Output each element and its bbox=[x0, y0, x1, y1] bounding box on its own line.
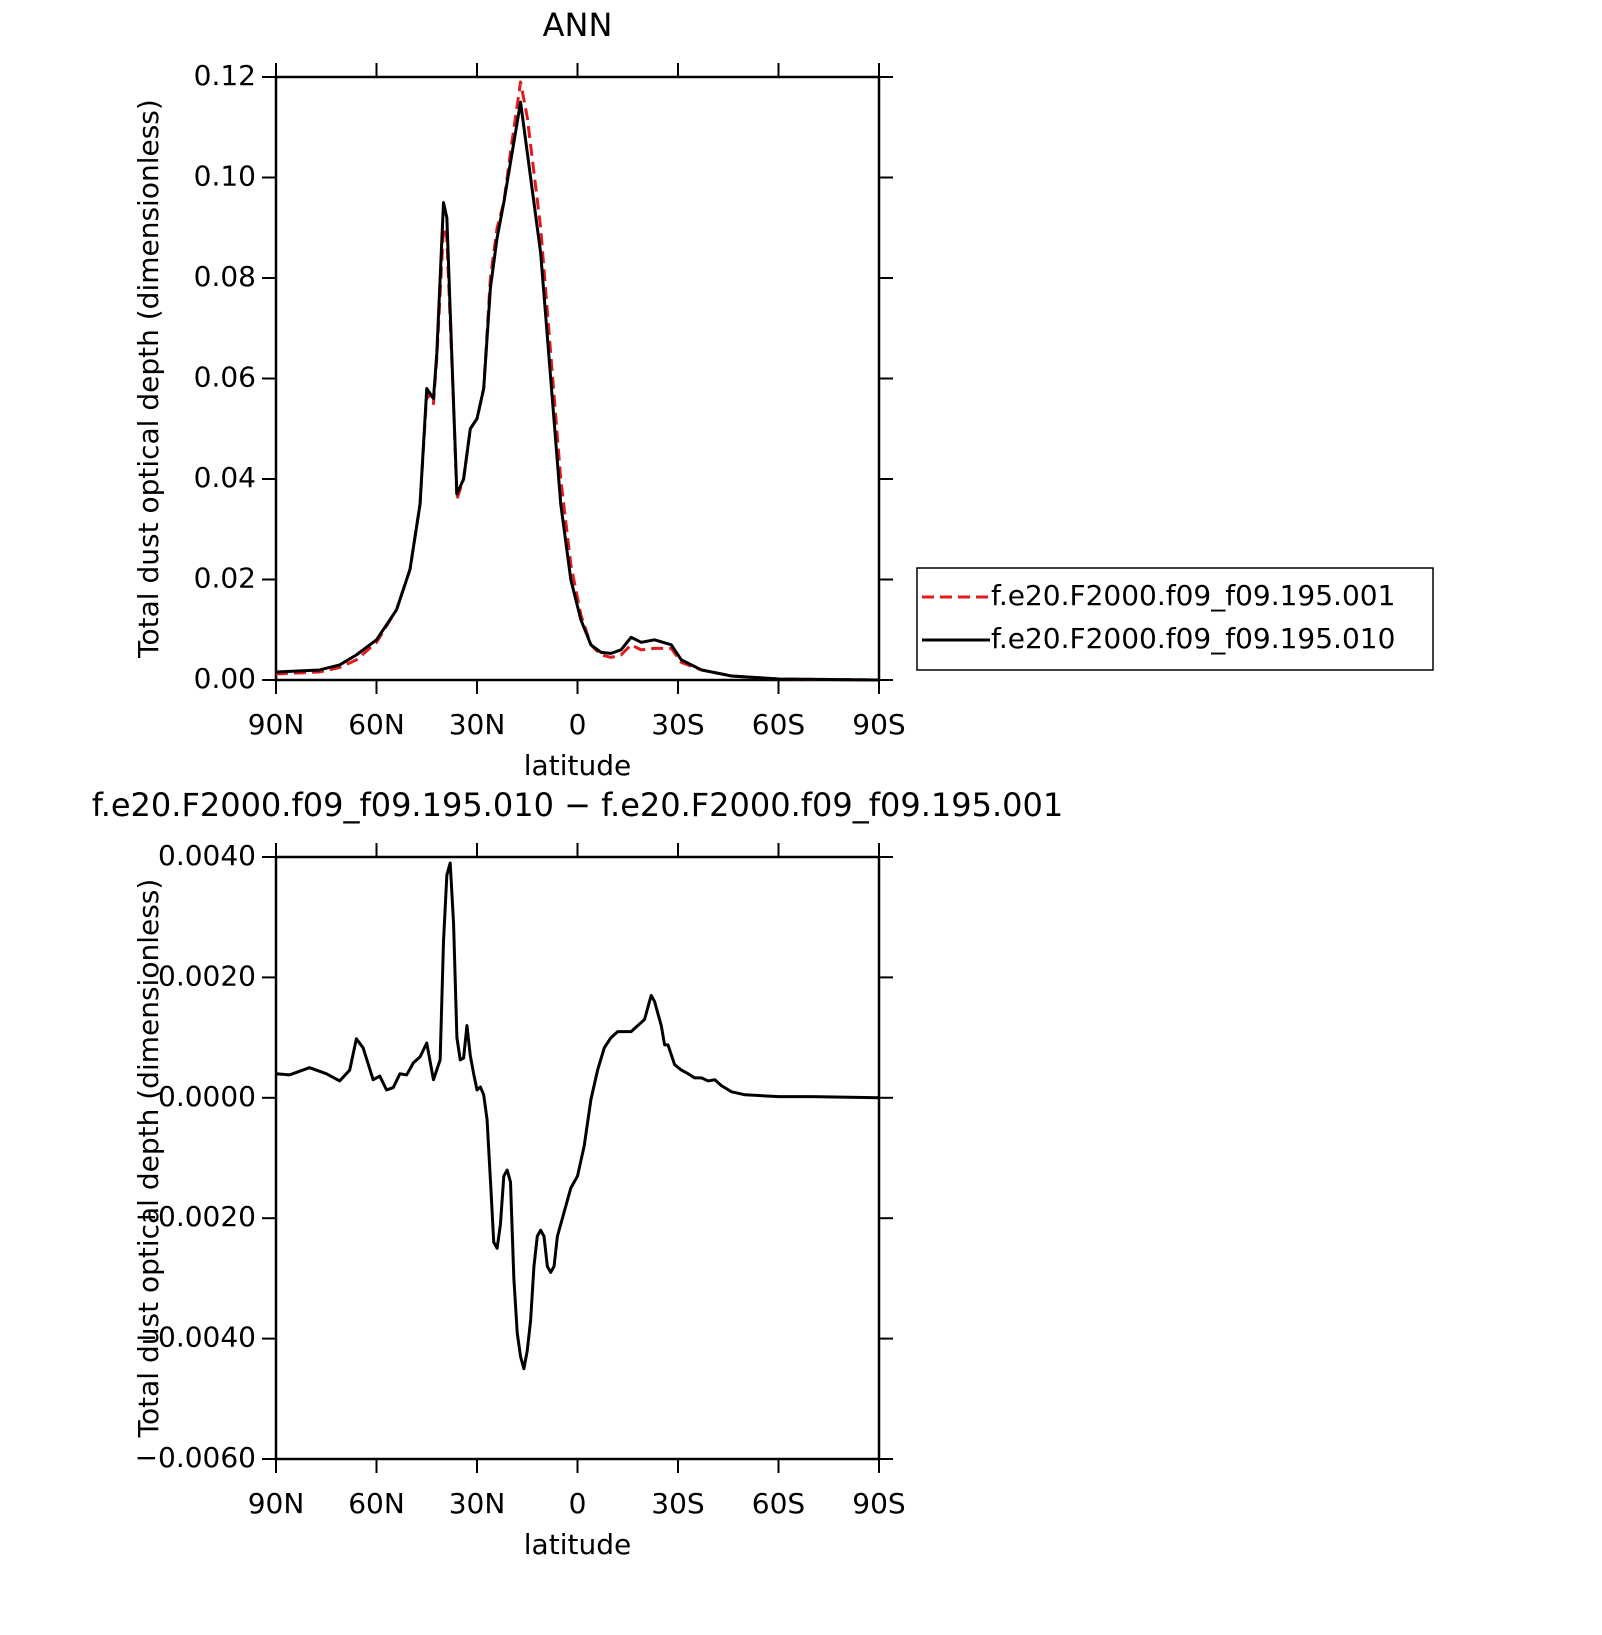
y-tick-label: 0.0020 bbox=[158, 959, 256, 992]
data-line bbox=[275, 861, 880, 1371]
x-axis-label: latitude bbox=[524, 1528, 631, 1561]
chart-title: f.e20.F2000.f09_f09.195.010 − f.e20.F200… bbox=[92, 786, 1064, 824]
data-line bbox=[275, 100, 880, 682]
y-tick-label: −0.0040 bbox=[135, 1321, 256, 1354]
y-tick-label: 0.06 bbox=[194, 361, 256, 394]
y-tick-label: 0.0040 bbox=[158, 839, 256, 872]
x-tick-label: 0 bbox=[569, 1487, 587, 1520]
x-tick-label: 30S bbox=[651, 708, 704, 741]
x-axis-label: latitude bbox=[524, 749, 631, 782]
x-tick-label: 30N bbox=[449, 1487, 506, 1520]
plot-frame bbox=[274, 75, 881, 682]
legend-box bbox=[916, 567, 1434, 671]
x-tick-label: 90S bbox=[852, 708, 905, 741]
x-tick-label: 0 bbox=[569, 708, 587, 741]
x-tick-label: 60N bbox=[348, 708, 405, 741]
x-tick-label: 90S bbox=[852, 1487, 905, 1520]
x-tick-label: 30S bbox=[651, 1487, 704, 1520]
y-tick-label: 0.04 bbox=[194, 461, 256, 494]
y-tick-label: −0.0060 bbox=[135, 1441, 256, 1474]
x-tick-label: 60S bbox=[752, 1487, 805, 1520]
x-tick-label: 90N bbox=[248, 1487, 305, 1520]
x-tick-label: 90N bbox=[248, 708, 305, 741]
legend-label: f.e20.F2000.f09_f09.195.010 bbox=[991, 622, 1395, 655]
x-tick-label: 30N bbox=[449, 708, 506, 741]
y-tick-label: −0.0020 bbox=[135, 1200, 256, 1233]
x-tick-label: 60N bbox=[348, 1487, 405, 1520]
y-tick-label: 0.02 bbox=[194, 562, 256, 595]
data-line bbox=[275, 80, 880, 682]
y-tick-label: 0.0000 bbox=[158, 1080, 256, 1113]
plot-frame bbox=[274, 855, 881, 1461]
y-tick-label: 0.12 bbox=[194, 59, 256, 92]
chart-title: ANN bbox=[543, 6, 613, 44]
y-tick-label: 0.08 bbox=[194, 260, 256, 293]
y-tick-label: 0.10 bbox=[194, 160, 256, 193]
y-tick-label: 0.00 bbox=[194, 662, 256, 695]
legend-label: f.e20.F2000.f09_f09.195.001 bbox=[991, 579, 1395, 612]
y-axis-label: Total dust optical depth (dimensionless) bbox=[132, 879, 165, 1439]
x-tick-label: 60S bbox=[752, 708, 805, 741]
y-axis-label: Total dust optical depth (dimensionless) bbox=[132, 99, 165, 659]
